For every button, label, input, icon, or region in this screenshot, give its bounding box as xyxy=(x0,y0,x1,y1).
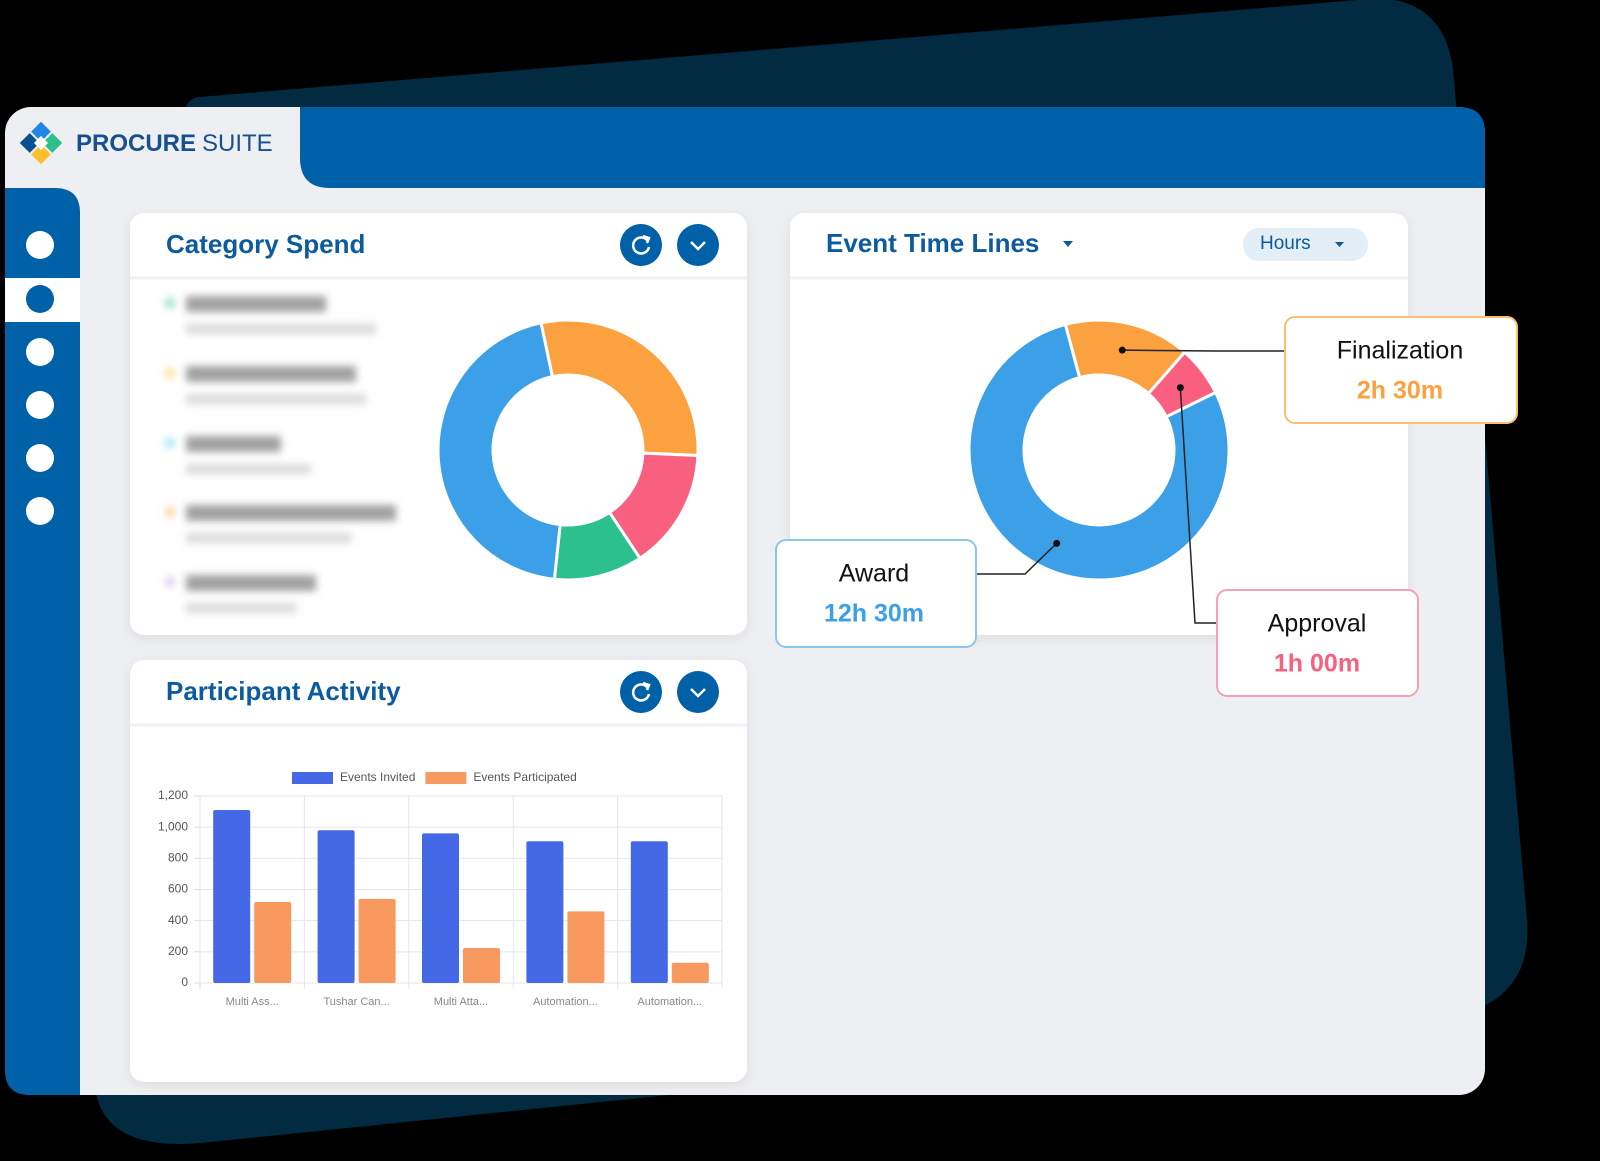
brand-light: SUITE xyxy=(202,130,273,157)
refresh-button[interactable] xyxy=(620,671,662,713)
donut-slice xyxy=(436,321,562,581)
callout-value: 2h 30m xyxy=(1357,377,1443,405)
card-title: Event Time Lines xyxy=(826,228,1039,258)
nav-item[interactable] xyxy=(26,391,54,419)
nav-item[interactable] xyxy=(26,497,54,525)
collapse-button[interactable] xyxy=(677,224,719,266)
card-title: Category Spend xyxy=(166,229,365,259)
x-tick-label: Automation... xyxy=(637,996,702,1008)
bar xyxy=(567,911,605,983)
period-label: Hours xyxy=(1260,233,1311,254)
x-tick-label: Multi Atta... xyxy=(434,996,488,1008)
refresh-button[interactable] xyxy=(620,224,662,266)
leader-line xyxy=(1122,349,1318,352)
nav-item[interactable] xyxy=(26,285,54,313)
brand-bold: PROCURE xyxy=(76,130,196,157)
y-tick-label: 0 xyxy=(181,975,188,989)
bar xyxy=(422,833,459,983)
y-tick-label: 800 xyxy=(168,851,188,865)
callout-name: Approval xyxy=(1268,610,1367,638)
card xyxy=(790,213,1408,635)
callout-box xyxy=(1284,316,1518,424)
blurred-legend xyxy=(165,296,396,613)
period-selector[interactable]: Hours xyxy=(1243,228,1368,261)
bar xyxy=(358,898,396,983)
callout-name: Award xyxy=(839,560,909,588)
x-tick-label: Multi Ass... xyxy=(226,996,279,1008)
legend-label: Events Participated xyxy=(473,770,576,784)
sidebar xyxy=(5,188,80,1095)
bar xyxy=(630,841,668,983)
leader-dot xyxy=(1176,384,1184,392)
donut-slice xyxy=(967,322,1231,582)
y-tick-label: 1,200 xyxy=(158,788,188,802)
leader-dot xyxy=(1118,346,1126,354)
callout-name: Finalization xyxy=(1337,337,1463,365)
dropdown-caret[interactable] xyxy=(1063,241,1073,247)
nav-item[interactable] xyxy=(26,444,54,472)
nav-item[interactable] xyxy=(26,338,54,366)
y-tick-label: 600 xyxy=(168,882,188,896)
card-title: Participant Activity xyxy=(166,676,401,706)
callout-value: 12h 30m xyxy=(824,600,924,628)
y-tick-label: 400 xyxy=(168,913,188,927)
brand: PROCURE SUITE xyxy=(76,130,273,157)
nav-item[interactable] xyxy=(26,231,54,259)
legend-swatch xyxy=(425,772,467,784)
callout-value: 1h 00m xyxy=(1274,650,1360,678)
bar xyxy=(254,901,292,983)
legend-swatch xyxy=(292,772,333,784)
donut-slice xyxy=(539,318,700,458)
bar xyxy=(317,830,355,983)
x-tick-label: Automation... xyxy=(533,996,598,1008)
top-bar xyxy=(300,107,1485,188)
callout-box xyxy=(1216,589,1419,697)
leader-dot xyxy=(1053,539,1061,547)
bar xyxy=(671,962,709,983)
y-tick-label: 200 xyxy=(168,944,188,958)
bar xyxy=(526,841,564,983)
bar xyxy=(213,810,251,983)
bar xyxy=(463,947,500,983)
y-tick-label: 1,000 xyxy=(158,819,188,833)
legend-label: Events Invited xyxy=(340,770,415,784)
collapse-button[interactable] xyxy=(677,671,719,713)
callout-box xyxy=(775,539,977,648)
x-tick-label: Tushar Can... xyxy=(323,996,389,1008)
